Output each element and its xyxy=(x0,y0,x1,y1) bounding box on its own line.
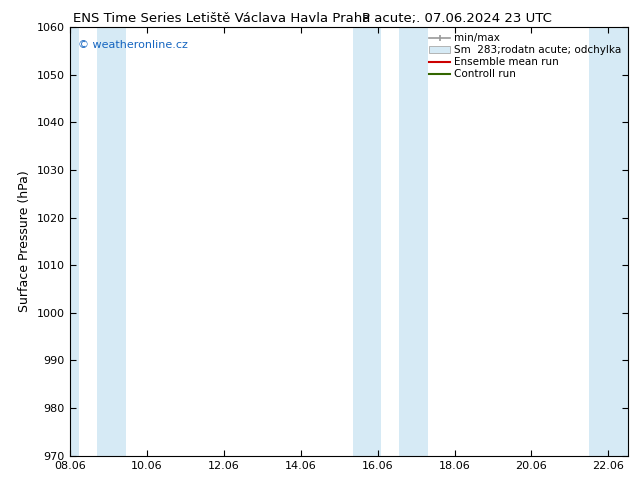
Text: ENS Time Series Letiště Václava Havla Praha: ENS Time Series Letiště Václava Havla Pr… xyxy=(73,12,371,25)
Legend: min/max, Sm  283;rodatn acute; odchylka, Ensemble mean run, Controll run: min/max, Sm 283;rodatn acute; odchylka, … xyxy=(426,30,624,83)
Bar xyxy=(353,27,382,456)
Text: © weatheronline.cz: © weatheronline.cz xyxy=(78,40,188,50)
Bar xyxy=(70,27,79,456)
Bar xyxy=(399,27,427,456)
Bar xyxy=(589,27,628,456)
Bar xyxy=(96,27,126,456)
Text: P acute;. 07.06.2024 23 UTC: P acute;. 07.06.2024 23 UTC xyxy=(361,12,552,25)
Y-axis label: Surface Pressure (hPa): Surface Pressure (hPa) xyxy=(18,171,31,312)
